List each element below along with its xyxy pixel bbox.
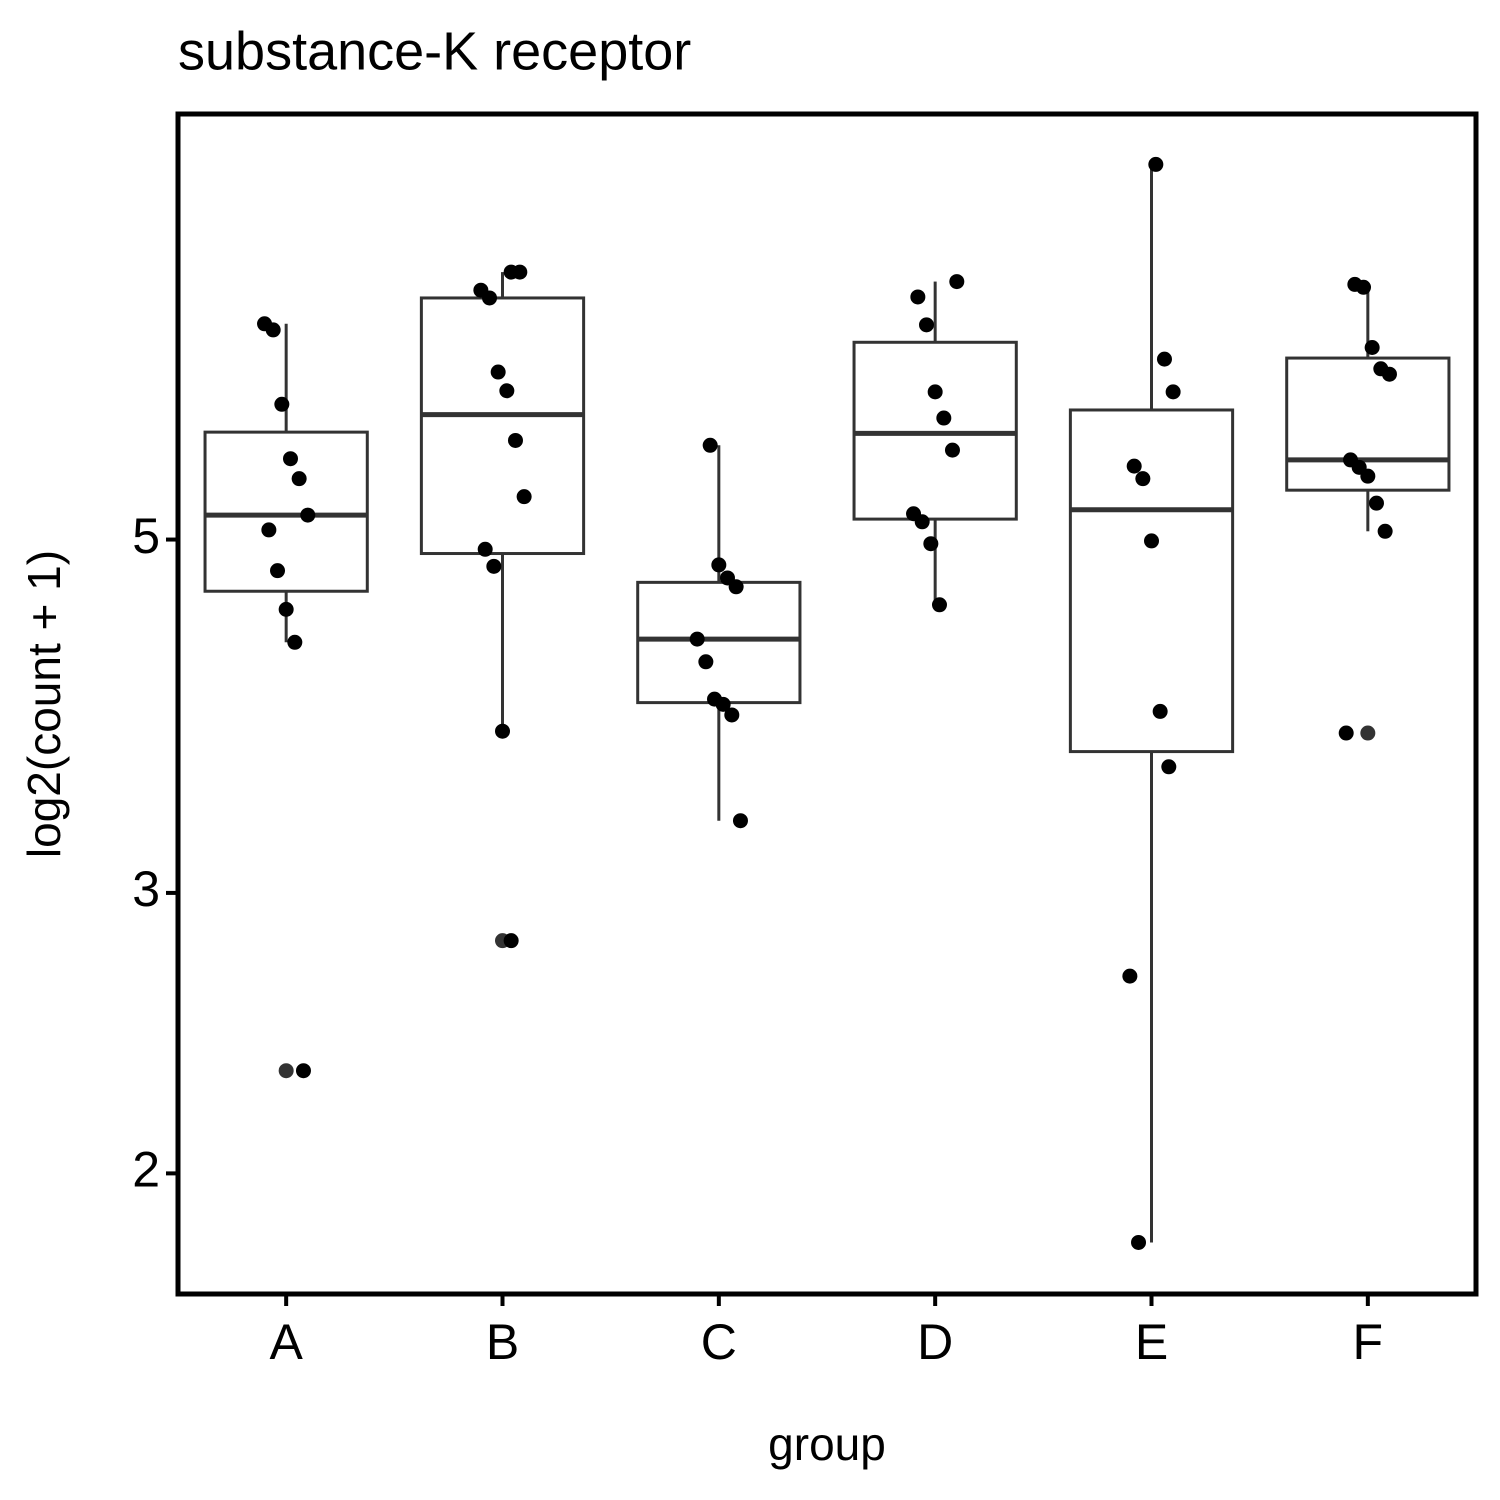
- panel-border: [175, 111, 1479, 1297]
- point: [516, 489, 532, 505]
- point: [1126, 458, 1142, 474]
- point: [486, 558, 502, 574]
- box: [1068, 408, 1235, 754]
- point: [1356, 279, 1372, 295]
- point: [1131, 1234, 1147, 1250]
- point: [698, 654, 714, 670]
- point: [274, 396, 290, 412]
- box: [636, 580, 802, 705]
- point: [495, 723, 510, 739]
- point: [910, 289, 926, 305]
- point: [923, 536, 939, 552]
- point: [503, 933, 519, 949]
- point: [482, 290, 498, 306]
- point: [949, 274, 965, 290]
- point: [1135, 471, 1151, 487]
- point: [477, 541, 493, 557]
- point: [728, 579, 744, 595]
- point: [300, 507, 316, 523]
- y-tick-label: 5: [132, 508, 160, 564]
- point: [914, 514, 930, 530]
- x-tick-label: D: [917, 1314, 953, 1370]
- point: [1165, 384, 1181, 400]
- point: [270, 563, 286, 579]
- point: [689, 631, 705, 647]
- box: [419, 296, 586, 556]
- point: [265, 322, 281, 338]
- point: [278, 601, 294, 617]
- point: [282, 451, 298, 467]
- point: [927, 384, 943, 400]
- point: [499, 383, 515, 399]
- point: [1377, 523, 1393, 539]
- y-tick-label: 2: [132, 1142, 160, 1198]
- point: [1161, 759, 1177, 775]
- point: [919, 317, 935, 333]
- point: [1338, 725, 1354, 741]
- point: [287, 634, 303, 650]
- x-tick-label: F: [1353, 1314, 1384, 1370]
- outlier: [278, 1063, 294, 1079]
- point: [261, 522, 277, 538]
- point: [291, 471, 307, 487]
- y-axis-label: log2(count + 1): [18, 550, 70, 858]
- point: [1156, 351, 1172, 367]
- point: [295, 1063, 311, 1079]
- point: [711, 557, 727, 573]
- point: [732, 813, 748, 829]
- point: [936, 410, 952, 426]
- point: [944, 442, 960, 458]
- point: [1144, 533, 1159, 549]
- point: [1148, 156, 1164, 172]
- x-tick-label: C: [701, 1314, 737, 1370]
- point: [507, 432, 523, 448]
- point: [1381, 366, 1397, 382]
- point: [490, 364, 506, 380]
- box: [852, 340, 1018, 521]
- point: [1152, 703, 1168, 719]
- point: [1122, 968, 1138, 984]
- x-tick-label: B: [486, 1314, 519, 1370]
- point: [512, 264, 528, 280]
- point: [1360, 468, 1376, 484]
- y-tick-label: 3: [132, 861, 160, 917]
- point: [715, 696, 731, 712]
- point: [702, 437, 718, 453]
- box: [1285, 356, 1451, 492]
- x-tick-label: E: [1135, 1314, 1168, 1370]
- point: [724, 707, 740, 723]
- outlier: [1360, 725, 1376, 741]
- point: [1364, 340, 1380, 356]
- chart-title: substance-K receptor: [178, 21, 691, 81]
- point: [1368, 495, 1384, 511]
- point: [931, 597, 947, 613]
- x-axis-label: group: [768, 1418, 886, 1470]
- x-tick-label: A: [269, 1314, 303, 1370]
